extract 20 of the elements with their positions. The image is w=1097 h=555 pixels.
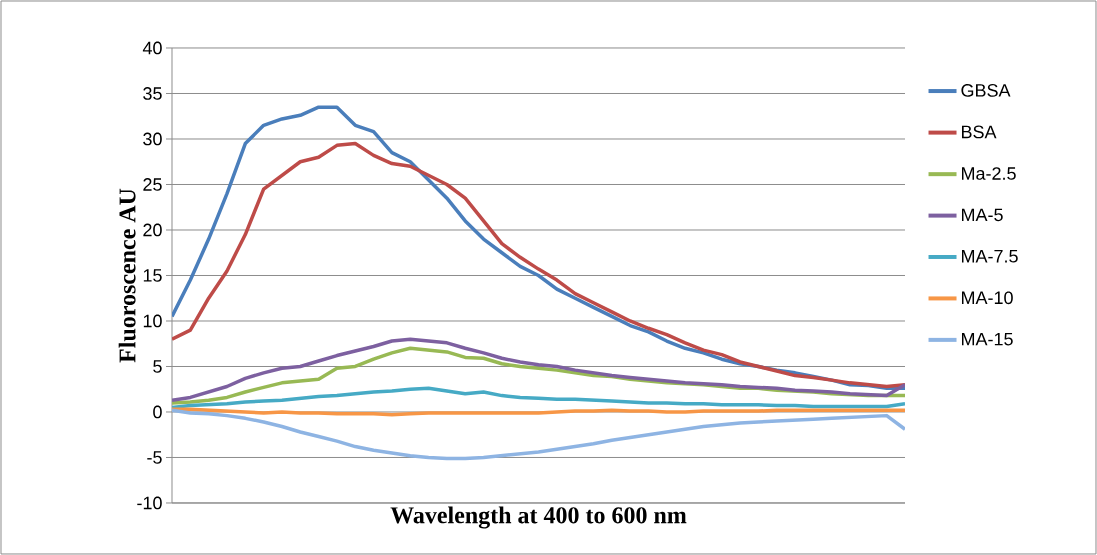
y-tick-label: -5: [147, 451, 162, 464]
y-tick-label: 20: [143, 223, 162, 237]
legend-label: BSA: [962, 125, 997, 139]
legend-label: MA-10: [962, 291, 1013, 305]
y-tick-label: 0: [153, 405, 162, 419]
legend-label: MA-7.5: [962, 250, 1018, 263]
y-axis-title: Fluoroscence AU: [118, 188, 136, 363]
y-tick-label: 15: [143, 269, 162, 282]
x-axis-title: Wavelength at 400 to 600 nm: [390, 506, 687, 529]
legend-label: Ma-2.5: [962, 167, 1016, 180]
y-tick-label: 10: [143, 314, 162, 328]
y-tick-label: 40: [142, 41, 162, 55]
y-tick-label: -10: [137, 496, 162, 510]
legend-label: MA-5: [962, 208, 1003, 222]
y-tick-label: 30: [143, 132, 162, 146]
y-tick-label: 35: [143, 87, 162, 100]
legend-label: GBSA: [961, 84, 1011, 97]
legend-label: MA-15: [962, 332, 1013, 346]
y-tick-label: 25: [143, 178, 162, 191]
y-tick-label: 5: [153, 360, 162, 373]
